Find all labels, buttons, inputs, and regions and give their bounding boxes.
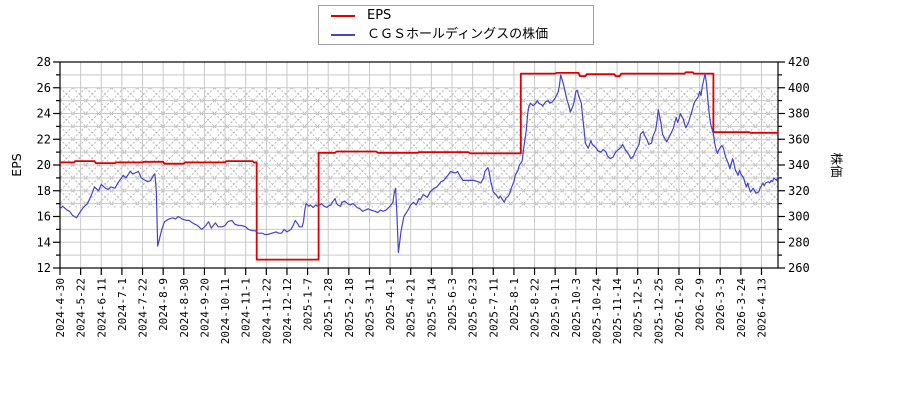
- x-axis-date-label: 2024-5-22: [75, 278, 88, 338]
- x-axis-date-label: 2025-4-1: [384, 278, 397, 331]
- x-axis-date-label: 2025-12-25: [652, 278, 665, 344]
- x-axis-date-label: 2026-4-13: [755, 278, 768, 338]
- left-axis-tick-label: 16: [37, 210, 51, 224]
- x-axis-date-label: 2024-11-1: [240, 278, 253, 338]
- x-axis-date-label: 2025-10-24: [590, 278, 603, 345]
- chart-legend: EPS ＣＧＳホールディングスの株価: [318, 5, 594, 45]
- x-axis-date-label: 2024-7-1: [116, 278, 129, 331]
- x-axis-date-label: 2025-6-3: [446, 278, 459, 331]
- x-axis-date-label: 2024-8-9: [157, 278, 170, 331]
- x-axis-date-label: 2026-3-24: [735, 278, 748, 338]
- x-axis-date-label: 2025-4-21: [405, 278, 418, 338]
- left-axis-tick-label: 14: [37, 235, 51, 249]
- right-axis-tick-label: 400: [788, 81, 810, 95]
- legend-label-price: ＣＧＳホールディングスの株価: [367, 26, 549, 42]
- right-axis-tick-label: 380: [788, 107, 810, 121]
- x-axis-date-label: 2025-6-23: [467, 278, 480, 338]
- x-axis-date-label: 2024-8-30: [178, 278, 191, 338]
- left-axis-tick-label: 26: [37, 81, 51, 95]
- x-axis-date-label: 2025-2-18: [343, 278, 356, 338]
- x-axis-date-label: 2025-8-1: [508, 278, 521, 331]
- right-axis-tick-label: 280: [788, 235, 810, 249]
- left-axis-tick-label: 28: [37, 55, 51, 69]
- x-axis-date-label: 2026-3-3: [714, 278, 727, 331]
- x-axis-date-label: 2025-5-14: [425, 278, 438, 338]
- x-axis-date-label: 2025-1-7: [302, 278, 315, 331]
- x-axis-date-label: 2025-8-22: [529, 278, 542, 338]
- x-axis-date-label: 2025-7-11: [487, 278, 500, 338]
- eps-line-series: [59, 71, 779, 261]
- left-axis-title: EPS: [9, 153, 24, 176]
- x-axis-date-label: 2024-4-30: [54, 278, 67, 338]
- legend-label-eps: EPS: [367, 7, 392, 23]
- right-axis-tick-label: 260: [788, 261, 810, 275]
- left-axis-tick-label: 18: [37, 184, 51, 198]
- right-axis-tick-label: 300: [788, 210, 810, 224]
- right-axis-tick-label: 420: [788, 55, 810, 69]
- x-axis-date-label: 2026-2-9: [694, 278, 707, 331]
- x-axis-date-label: 2024-9-20: [198, 278, 211, 338]
- x-axis-date-label: 2025-3-11: [363, 278, 376, 338]
- left-axis-tick-label: 22: [37, 132, 51, 146]
- x-axis-date-label: 2024-7-22: [137, 278, 150, 338]
- price-line-swatch-icon: [331, 33, 355, 36]
- right-axis-tick-label: 340: [788, 158, 810, 172]
- eps-line-swatch-icon: [331, 14, 355, 17]
- legend-item-eps: EPS: [331, 8, 593, 24]
- x-axis-date-label: 2026-1-20: [673, 278, 686, 338]
- right-axis-tick-label: 360: [788, 132, 810, 146]
- x-axis-date-label: 2025-12-5: [632, 278, 645, 338]
- left-axis-tick-label: 20: [37, 158, 51, 172]
- x-axis-date-label: 2024-12-12: [281, 278, 294, 344]
- x-axis-date-label: 2025-10-3: [570, 278, 583, 338]
- left-axis-tick-label: 24: [37, 107, 51, 121]
- x-axis-date-label: 2025-9-11: [549, 278, 562, 338]
- legend-item-price: ＣＧＳホールディングスの株価: [331, 27, 593, 43]
- left-axis-tick-label: 12: [37, 261, 51, 275]
- x-axis-date-label: 2024-11-22: [260, 278, 273, 344]
- x-axis-date-label: 2024-10-11: [219, 278, 232, 344]
- x-axis-date-label: 2025-11-14: [611, 278, 624, 345]
- right-axis-title: 株価: [829, 152, 844, 177]
- right-axis-tick-label: 320: [788, 184, 810, 198]
- price-line-series: [59, 72, 779, 254]
- hatch-band: [60, 87, 778, 208]
- x-axis-date-label: 2025-1-28: [322, 278, 335, 338]
- x-axis-date-label: 2024-6-11: [95, 278, 108, 338]
